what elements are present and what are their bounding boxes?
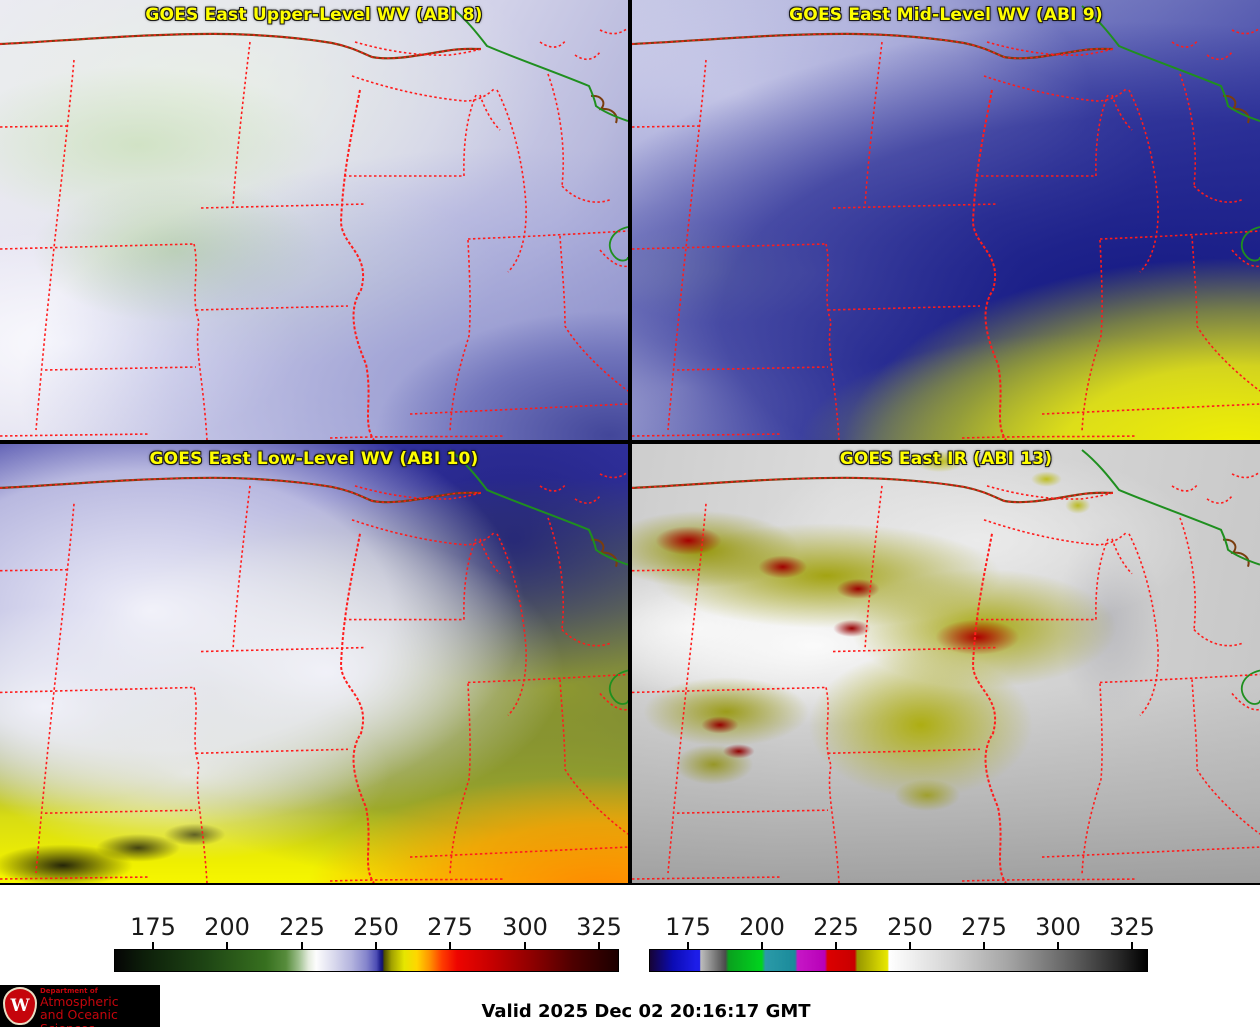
ir-colorbar-tick-label: 250 <box>887 913 933 941</box>
tick-mark <box>909 942 911 949</box>
panel-low-level-wv: GOES East Low-Level WV (ABI 10) <box>0 444 628 883</box>
tick-mark <box>761 942 763 949</box>
state-boundaries-overlay <box>632 448 1260 883</box>
tick-mark <box>226 942 228 949</box>
tick-mark <box>983 942 985 949</box>
wv-colorbar-tick-label: 225 <box>279 913 325 941</box>
logo-department-of: Department of <box>40 987 98 995</box>
panel-upper-level-wv: GOES East Upper-Level WV (ABI 8) <box>0 0 628 440</box>
wv-colorbar: 175 200 225 250 275 300 325 <box>114 913 622 975</box>
tick-mark <box>835 942 837 949</box>
wv-colorbar-tick-label: 325 <box>576 913 622 941</box>
ir-colorbar-tick-label: 175 <box>665 913 711 941</box>
tick-mark <box>375 942 377 949</box>
valid-timestamp: Valid 2025 Dec 02 20:16:17 GMT <box>481 1001 811 1022</box>
panel-title-infrared: GOES East IR (ABI 13) <box>839 449 1053 469</box>
satellite-image-area: GOES East Upper-Level WV (ABI 8) GOES Ea… <box>0 0 1260 885</box>
panel-title-low-level-wv: GOES East Low-Level WV (ABI 10) <box>149 449 479 469</box>
state-boundaries-overlay <box>632 4 1260 440</box>
tick-mark <box>687 942 689 949</box>
tick-mark <box>152 942 154 949</box>
tick-mark <box>1057 942 1059 949</box>
ir-colorbar-tick-label: 325 <box>1109 913 1155 941</box>
logo-atmospheric: Atmospheric <box>40 994 119 1010</box>
tick-mark <box>598 942 600 949</box>
tick-mark <box>449 942 451 949</box>
panel-mid-level-wv: GOES East Mid-Level WV (ABI 9) <box>632 0 1260 440</box>
panel-infrared: GOES East IR (ABI 13) <box>632 444 1260 883</box>
ir-colorbar-gradient <box>649 949 1148 972</box>
crest-letter: W <box>10 996 30 1016</box>
tick-mark <box>1131 942 1133 949</box>
uw-aos-logo: W Department of Atmospheric and Oceanic … <box>0 985 160 1027</box>
wv-colorbar-tick-label: 200 <box>204 913 250 941</box>
ir-colorbar-tick-label: 200 <box>739 913 785 941</box>
ir-colorbar-tick-label: 225 <box>813 913 859 941</box>
state-boundaries-overlay <box>0 4 628 440</box>
ir-colorbar-tick-label: 300 <box>1035 913 1081 941</box>
panel-title-upper-level-wv: GOES East Upper-Level WV (ABI 8) <box>145 5 483 25</box>
logo-text: Department of Atmospheric and Oceanic Sc… <box>40 987 158 1027</box>
uw-crest-icon: W <box>3 987 37 1025</box>
tick-mark <box>524 942 526 949</box>
state-boundaries-overlay <box>0 448 628 883</box>
wv-colorbar-gradient <box>114 949 619 972</box>
wv-colorbar-tick-label: 175 <box>130 913 176 941</box>
logo-oceanic-sciences: and Oceanic Sciences <box>40 1007 118 1027</box>
ir-colorbar-tick-label: 275 <box>961 913 1007 941</box>
ir-colorbar: 175 200 225 250 275 300 325 <box>649 913 1155 975</box>
wv-colorbar-tick-label: 275 <box>427 913 473 941</box>
wv-colorbar-tick-label: 300 <box>502 913 548 941</box>
panel-title-mid-level-wv: GOES East Mid-Level WV (ABI 9) <box>789 5 1103 25</box>
tick-mark <box>301 942 303 949</box>
wv-colorbar-tick-label: 250 <box>353 913 399 941</box>
